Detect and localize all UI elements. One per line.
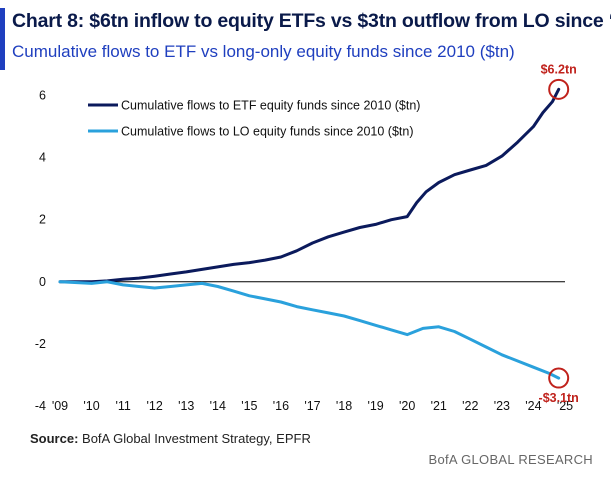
y-tick-label: 6	[39, 89, 46, 103]
y-tick-label: 4	[39, 151, 46, 165]
lo-flows-line	[58, 280, 561, 380]
annotations: $6.2tn -$3.1tn	[539, 62, 579, 405]
legend: Cumulative flows to ETF equity funds sin…	[88, 99, 420, 139]
x-tick-label: '18	[336, 399, 352, 413]
x-tick-label: '12	[147, 399, 163, 413]
y-tick-label: 2	[39, 213, 46, 227]
lo-endpoint-label: -$3.1tn	[539, 391, 579, 405]
etf-flows-line	[58, 87, 561, 284]
x-tick-label: '15	[241, 399, 257, 413]
x-tick-label: '25	[557, 399, 573, 413]
x-tick-label: '24	[525, 399, 541, 413]
x-tick-label: '16	[273, 399, 289, 413]
x-tick-label: '17	[304, 399, 320, 413]
x-tick-label: '21	[431, 399, 447, 413]
etf-endpoint-circle	[548, 78, 570, 100]
y-tick-label: -2	[35, 337, 46, 351]
brand-logo-text: BofA GLOBAL RESEARCH	[428, 452, 593, 467]
title-accent-bar	[0, 8, 5, 70]
x-tick-label: '22	[462, 399, 478, 413]
source-text: BofA Global Investment Strategy, EPFR	[78, 431, 311, 446]
y-tick-label: 0	[39, 275, 46, 289]
x-tick-label: '23	[494, 399, 510, 413]
source-note: Source: BofA Global Investment Strategy,…	[30, 431, 311, 446]
x-tick-label: '10	[83, 399, 99, 413]
legend-label-lo: Cumulative flows to LO equity funds sinc…	[121, 125, 414, 139]
chart-subtitle: Cumulative flows to ETF vs long-only equ…	[12, 42, 515, 61]
x-tick-label: '13	[178, 399, 194, 413]
y-tick-label: -4	[35, 399, 46, 413]
chart-title: Chart 8: $6tn inflow to equity ETFs vs $…	[12, 10, 611, 32]
x-tick-label: '14	[210, 399, 226, 413]
x-tick-label: '19	[367, 399, 383, 413]
x-axis: '09 '10 '11 '12 '13 '14 '15 '16 '17 '18 '19 '20 '21 '…	[52, 399, 573, 413]
x-tick-label: '11	[115, 399, 130, 413]
x-tick-label: '09	[52, 399, 68, 413]
series-layer	[58, 87, 561, 380]
x-tick-label: '20	[399, 399, 415, 413]
legend-label-etf: Cumulative flows to ETF equity funds sin…	[121, 99, 420, 113]
lo-endpoint-circle	[548, 367, 570, 389]
etf-endpoint-label: $6.2tn	[541, 62, 577, 76]
y-axis: 6 4 2 0 -2 -4	[35, 89, 46, 413]
source-label: Source:	[30, 431, 79, 446]
